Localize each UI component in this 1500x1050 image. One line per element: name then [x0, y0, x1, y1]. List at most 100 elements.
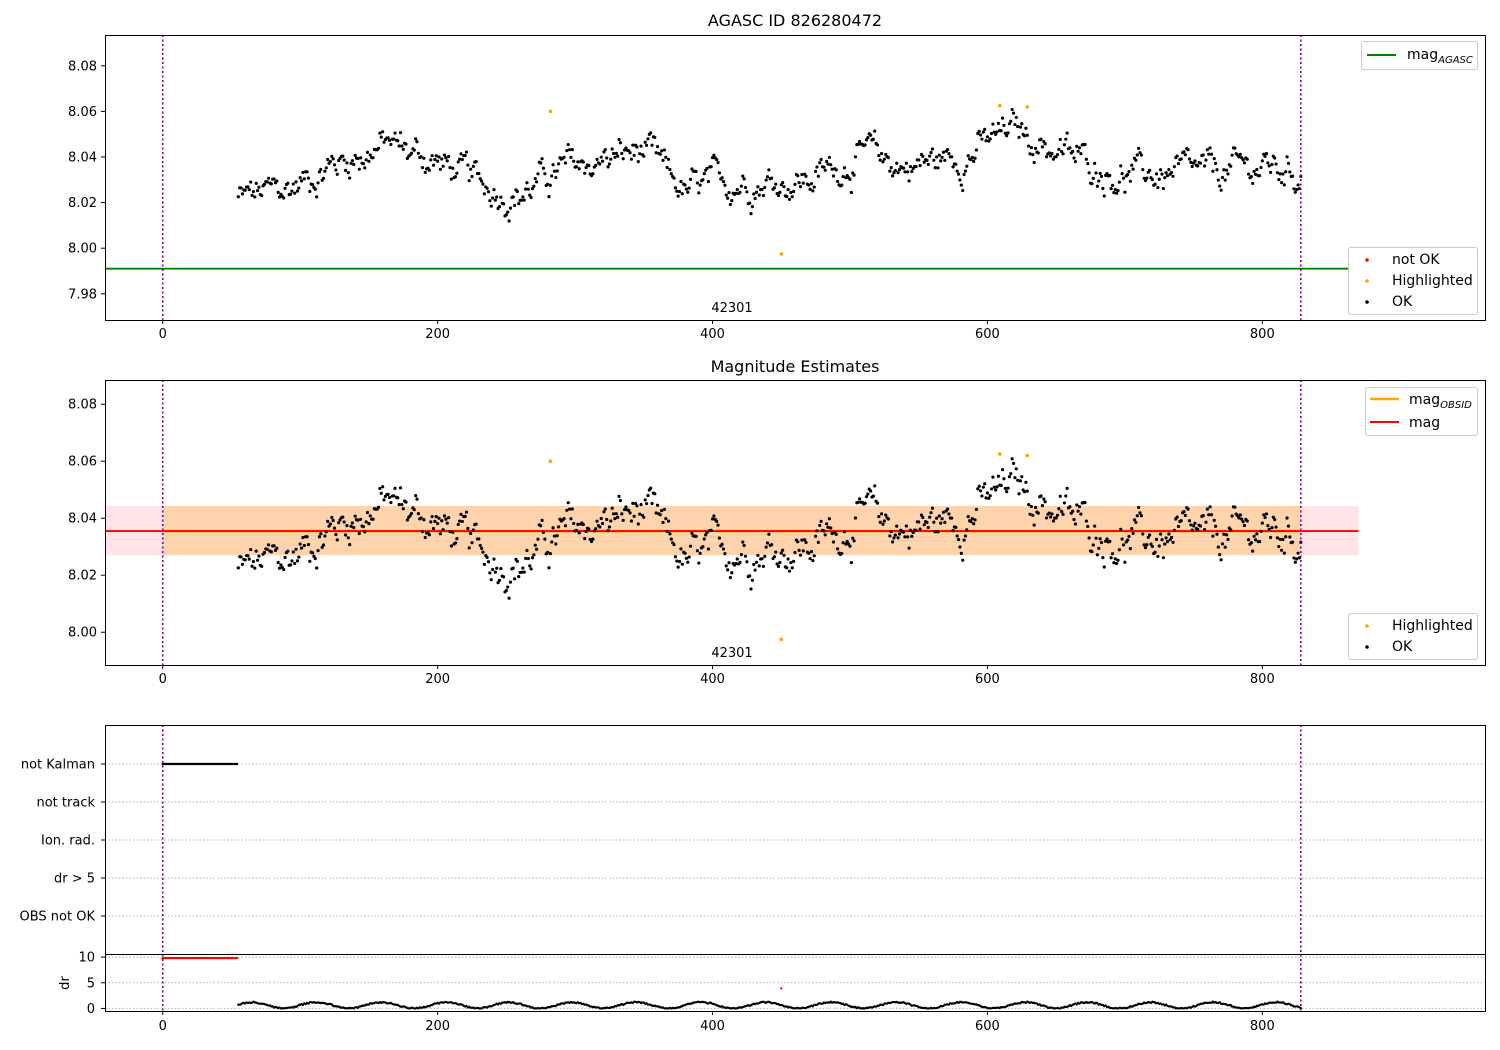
panel1-ok-point: [365, 150, 370, 154]
panel2-ok-point: [1267, 527, 1271, 531]
panel1-ok-point: [275, 179, 279, 183]
panel2-ok-point: [945, 507, 950, 511]
panel1-ok-point: [1267, 164, 1271, 168]
panel2-ok-point: [749, 587, 753, 591]
panel1-ok-point: [290, 189, 294, 193]
panel1-ok-point: [481, 182, 485, 186]
panel2-ok-point: [723, 551, 727, 556]
panel1-ok-point: [989, 131, 994, 136]
panel1-ok-point: [434, 154, 438, 158]
panel1-ok-point: [956, 172, 961, 176]
panel2-ok-point: [752, 562, 756, 567]
panel1-ok-point: [922, 160, 926, 164]
panel2-ok-point: [904, 524, 908, 528]
panel2-ok-point: [1286, 524, 1291, 528]
panel1-ok-point: [1083, 142, 1087, 147]
panel1-ok-point: [422, 156, 426, 160]
panel2-ok-point: [1208, 505, 1212, 509]
panel1-ok-point: [277, 195, 282, 199]
panel1-ok-point: [925, 158, 929, 162]
panel2-ok-point: [1237, 516, 1241, 520]
panel2-ok-point: [528, 564, 532, 568]
panel2-ok-point: [1187, 519, 1192, 523]
panel2-ok-point: [639, 502, 643, 507]
panel1-ok-point: [965, 164, 969, 168]
panel1-ok-point: [1204, 158, 1208, 162]
panel2-ok-point: [1179, 519, 1183, 523]
panel2-ok-point: [427, 533, 431, 537]
panel1-ok-point: [400, 144, 404, 148]
panel1-ok-point: [1049, 154, 1053, 158]
panel2-ok-point: [415, 497, 419, 501]
panel2-ok-point: [896, 536, 900, 540]
panel1-ok-point: [712, 153, 716, 157]
panel1-ok-point: [291, 182, 295, 186]
panel1-ok-point: [515, 189, 519, 194]
panel1-title: AGASC ID 826280472: [708, 11, 882, 30]
panel2-ok-point: [853, 516, 858, 520]
panel2-ok-point: [617, 494, 621, 498]
panel2-ok-point: [513, 577, 517, 581]
panel2-ok-point: [334, 532, 338, 537]
panel2-ok-point: [422, 518, 426, 522]
panel1-ok-point: [609, 157, 613, 161]
panel2-ok-point: [1198, 524, 1203, 528]
panel1-ok-point: [629, 157, 634, 161]
panel2-ok-point: [1275, 536, 1280, 540]
panel1-ok-point: [849, 190, 853, 195]
panel1-ok-point: [600, 159, 605, 163]
panel1-ok-point: [1076, 149, 1080, 153]
panel2-ok-point: [1007, 475, 1012, 479]
panel2-ok-point: [1172, 528, 1176, 532]
panel2-ok-point: [1061, 512, 1065, 516]
panel2-ok-point: [782, 553, 786, 557]
panel1-ok-point: [1024, 126, 1028, 130]
panel2-ok-point: [757, 564, 761, 568]
panel2-ok-point: [831, 540, 836, 544]
panel1-ok-point: [255, 188, 260, 193]
panel2-ok-point: [409, 511, 414, 516]
panel1-ok-point: [1270, 162, 1274, 167]
panel1-ok-point: [1128, 179, 1132, 183]
panel1-ok-point: [1245, 157, 1249, 161]
panel2-ok-point: [356, 518, 360, 522]
panel1-ok-point: [529, 195, 533, 200]
panel1-ok-point: [963, 169, 968, 173]
panel1-ok-point: [939, 159, 943, 163]
panel2-ok-point: [966, 515, 970, 519]
panel1-ok-point: [436, 159, 440, 163]
panel2-ok-point: [895, 524, 899, 528]
panel1-ok-point: [642, 154, 646, 158]
panel2-ok-point: [459, 512, 463, 516]
panel1-ok-point: [638, 152, 642, 156]
panel1-ok-point: [798, 184, 803, 189]
panel2-ok-point: [1042, 497, 1046, 501]
panel2-ok-point: [458, 519, 462, 523]
panel1-ok-point: [412, 148, 416, 152]
panel2-ytick-label: 8.02: [68, 569, 97, 584]
panel2-ok-point: [1005, 490, 1009, 494]
panel1-ok-point: [1207, 152, 1211, 156]
panel1-ok-point: [1002, 123, 1006, 128]
panel1-ok-point: [382, 140, 386, 144]
panel1-ok-point: [695, 181, 700, 185]
panel1-ok-point: [697, 191, 701, 195]
panel2-ok-point: [892, 536, 896, 540]
panel1-ok-point: [547, 194, 551, 199]
panel2-ok-point: [956, 538, 961, 542]
panel1-ok-point: [610, 147, 614, 151]
panel1-ok-point: [552, 169, 557, 173]
panel2-ok-point: [416, 512, 420, 516]
panel2-ok-point: [246, 554, 250, 558]
panel2-ok-point: [1101, 555, 1105, 560]
panel2-ok-point: [827, 517, 831, 521]
panel2-ok-point: [721, 547, 726, 551]
panel2-ok-point: [313, 556, 317, 561]
panel2-ok-point: [881, 522, 885, 526]
panel3-xtick-label: 800: [1250, 1019, 1275, 1034]
panel2-ok-point: [474, 522, 478, 526]
panel1-ok-point: [393, 131, 397, 135]
panel2-ok-point: [852, 539, 856, 543]
panel2-ok-point: [445, 521, 449, 525]
panel1-ok-point: [680, 192, 684, 196]
